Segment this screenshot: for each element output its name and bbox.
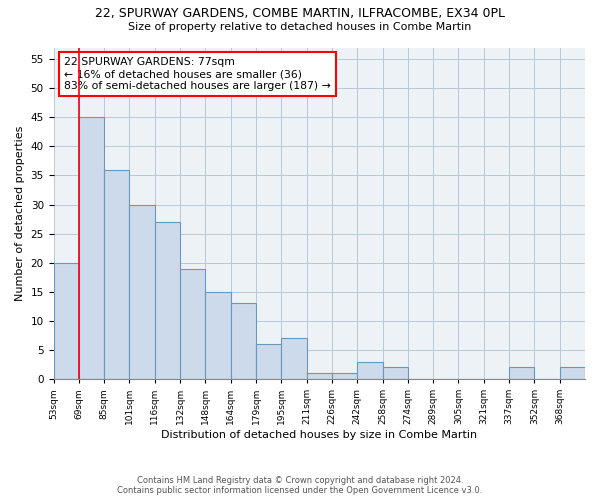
Bar (130, 204, 155, 379)
Bar (383, 368, 408, 379)
Bar (560, 368, 585, 379)
Bar (79, 118, 104, 379)
Bar (230, 304, 256, 379)
Bar (205, 292, 230, 379)
Text: Contains HM Land Registry data © Crown copyright and database right 2024.
Contai: Contains HM Land Registry data © Crown c… (118, 476, 482, 495)
Bar (180, 268, 205, 379)
Bar (509, 368, 535, 379)
Bar (357, 362, 383, 379)
Bar (307, 373, 332, 379)
Bar (104, 170, 130, 379)
Bar (256, 344, 281, 379)
Text: Size of property relative to detached houses in Combe Martin: Size of property relative to detached ho… (128, 22, 472, 32)
Bar (53, 262, 79, 379)
X-axis label: Distribution of detached houses by size in Combe Martin: Distribution of detached houses by size … (161, 430, 478, 440)
Bar (155, 222, 180, 379)
Text: 22 SPURWAY GARDENS: 77sqm
← 16% of detached houses are smaller (36)
83% of semi-: 22 SPURWAY GARDENS: 77sqm ← 16% of detac… (64, 58, 331, 90)
Bar (332, 373, 357, 379)
Text: 22, SPURWAY GARDENS, COMBE MARTIN, ILFRACOMBE, EX34 0PL: 22, SPURWAY GARDENS, COMBE MARTIN, ILFRA… (95, 8, 505, 20)
Bar (281, 338, 307, 379)
Y-axis label: Number of detached properties: Number of detached properties (15, 126, 25, 301)
